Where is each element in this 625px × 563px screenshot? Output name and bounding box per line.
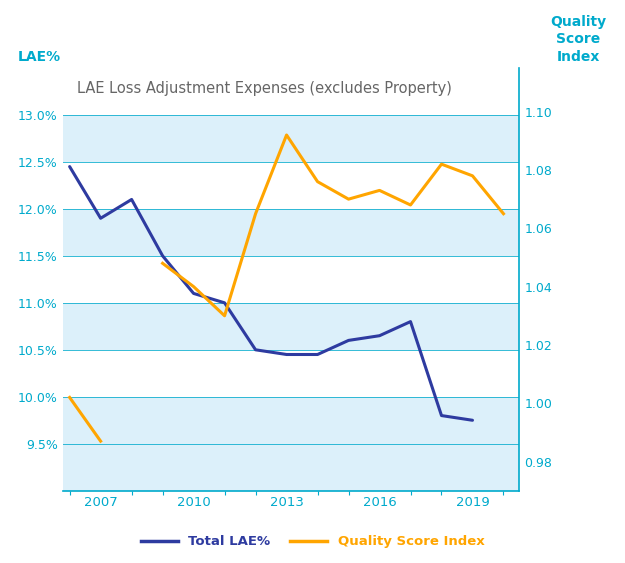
Text: LAE Loss Adjustment Expenses (excludes Property): LAE Loss Adjustment Expenses (excludes P… (77, 81, 452, 96)
Bar (64, 162, 519, 209)
Bar (64, 350, 519, 397)
Bar (64, 68, 519, 115)
Text: Quality
Score
Index: Quality Score Index (550, 15, 606, 64)
Legend: Total LAE%, Quality Score Index: Total LAE%, Quality Score Index (136, 530, 489, 553)
Bar (64, 256, 519, 303)
Text: LAE%: LAE% (18, 50, 61, 64)
